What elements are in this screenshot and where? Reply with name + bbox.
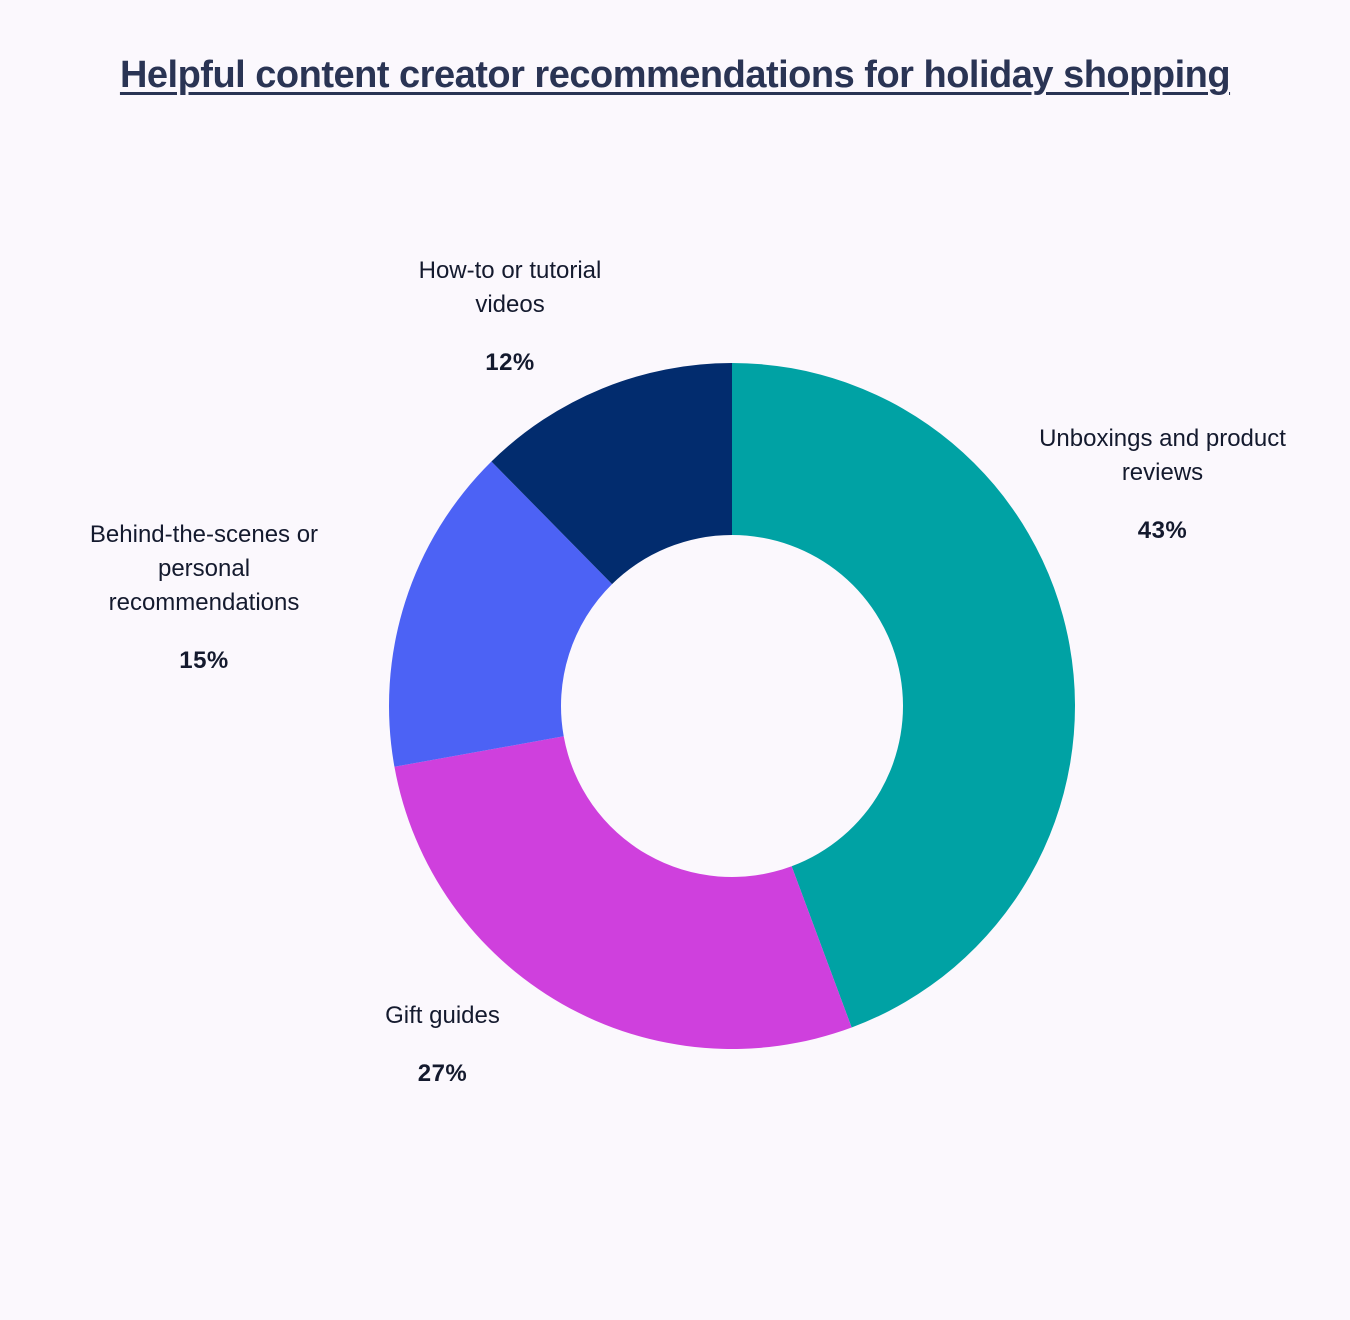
donut-slice-2 [389, 461, 613, 767]
donut-slice-1 [394, 736, 852, 1049]
slice-label-text: Gift guides [385, 1002, 500, 1029]
slice-label-text: Unboxings and product reviews [1039, 425, 1286, 486]
slice-value-label: 43% [1137, 517, 1188, 544]
slice-value-label: 27% [417, 1060, 468, 1087]
slice-label-text: How-to or tutorial videos [418, 257, 602, 318]
slice-label-gift-guides: Gift guides 27% [340, 999, 545, 1091]
slice-value-label: 15% [179, 647, 229, 674]
donut-slice-3 [491, 363, 732, 585]
slice-label-text: Behind-the-scenes or personal recommenda… [89, 521, 319, 616]
chart-title: Helpful content creator recommendations … [119, 54, 1231, 96]
slice-label-how-to: How-to or tutorial videos 12% [385, 254, 635, 380]
slice-label-unboxings: Unboxings and product reviews 43% [1035, 422, 1290, 548]
donut-slice-0 [732, 363, 1075, 1028]
slice-value-label: 12% [485, 349, 535, 376]
slice-label-behind-the-scenes: Behind-the-scenes or personal recommenda… [64, 518, 344, 678]
